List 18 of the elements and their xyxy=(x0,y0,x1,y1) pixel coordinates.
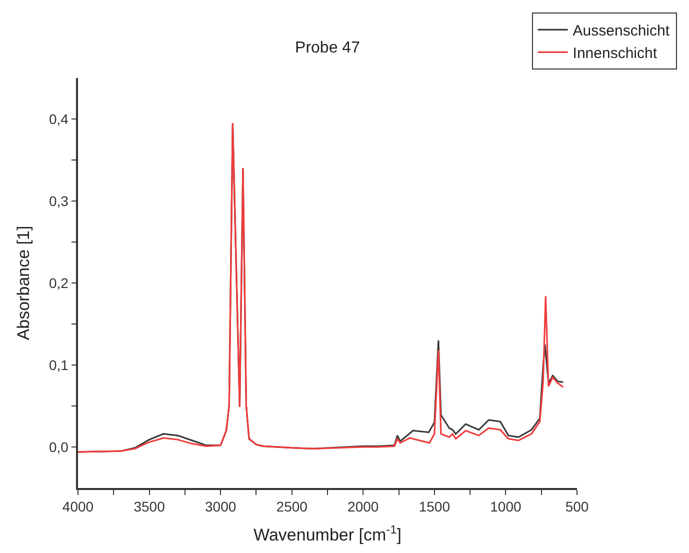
y-tick-label: 0,2 xyxy=(48,274,69,291)
x-tick-label: 1000 xyxy=(490,498,522,515)
x-tick-label: 1500 xyxy=(418,498,450,515)
x-tick-label: 2500 xyxy=(276,498,308,515)
x-tick-label: 500 xyxy=(565,498,589,515)
x-tick-label: 4000 xyxy=(62,498,94,515)
legend-label: Innenschicht xyxy=(572,45,658,62)
y-tick-label: 0,0 xyxy=(48,438,69,455)
y-axis-title: Absorbance [1] xyxy=(14,226,34,340)
x-axis-title: Wavenumber [cm$^{-1}$] xyxy=(254,522,402,544)
x-tick-label: 3000 xyxy=(204,498,236,515)
y-tick-label: 0,4 xyxy=(48,110,69,127)
chart-title: Probe 47 xyxy=(295,40,360,57)
legend-label: Aussenschicht xyxy=(572,22,670,40)
y-tick-label: 0,3 xyxy=(48,192,69,209)
x-tick-label: 3500 xyxy=(134,498,166,515)
y-tick-label: 0,1 xyxy=(48,356,69,373)
x-tick-label: 2000 xyxy=(348,498,379,515)
